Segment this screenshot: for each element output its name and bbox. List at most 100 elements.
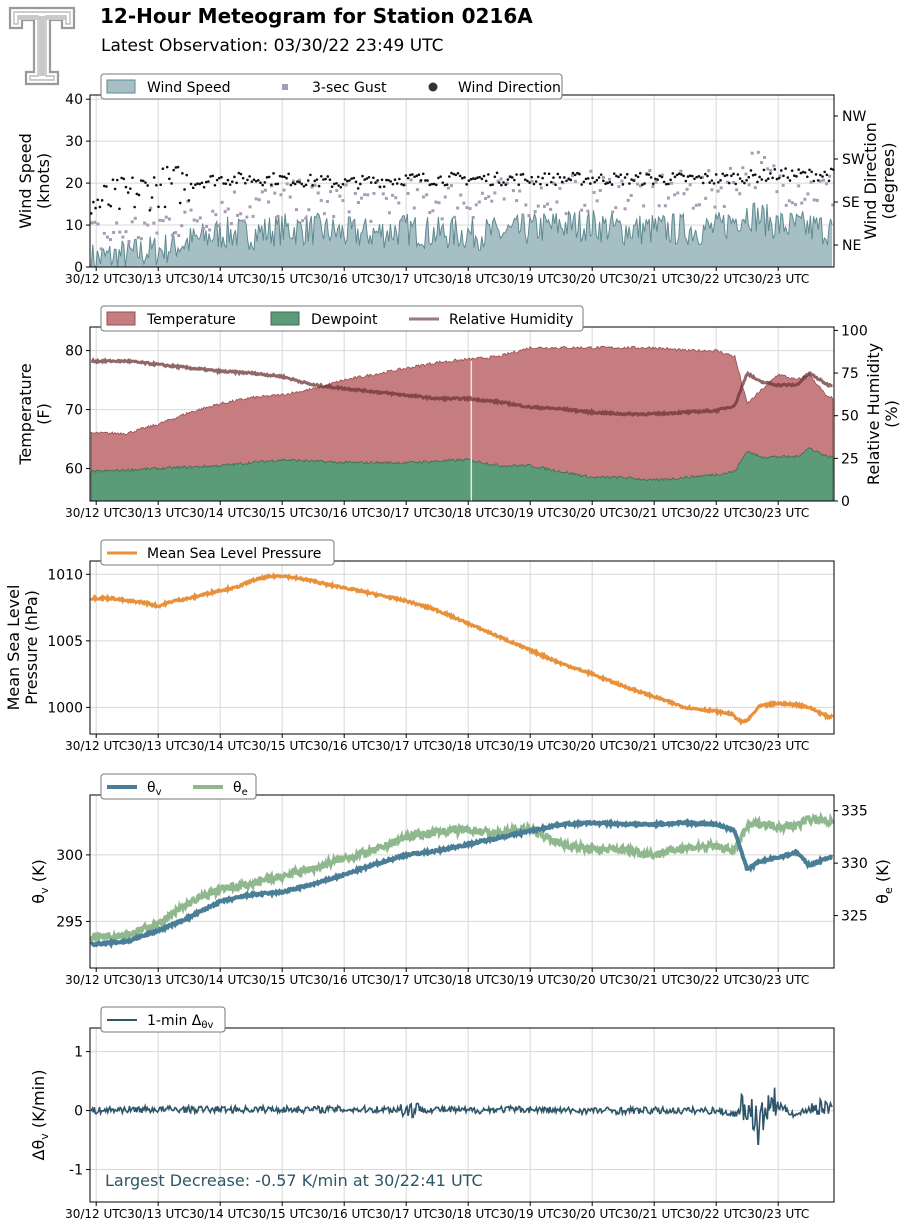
gust-marker [456,206,460,210]
direction-marker [558,176,562,179]
direction-marker [332,182,336,186]
direction-marker [701,181,705,185]
direction-marker [378,185,382,189]
x-tick-label: 30/15 UTC [251,1207,313,1221]
gust-marker [821,178,825,182]
direction-marker [363,178,366,181]
gust-marker [564,212,568,216]
x-tick-label: 30/12 UTC [65,739,127,753]
gust-marker [397,201,401,205]
direction-marker [228,183,232,186]
direction-marker [619,173,623,177]
gust-marker [260,190,264,194]
x-tick-label: 30/13 UTC [127,272,189,286]
gust-marker [815,198,819,202]
gust-marker [211,209,215,213]
direction-marker [803,171,807,174]
direction-marker [406,176,410,180]
direction-marker [298,180,301,184]
gust-marker [477,200,481,204]
gust-marker [654,180,658,184]
gust-marker [595,199,599,203]
direction-marker [658,174,662,178]
y2-tick-label: 0 [841,494,850,510]
direction-marker [773,168,777,171]
direction-marker [784,167,787,170]
direction-marker [697,175,701,178]
direction-marker [291,181,295,185]
direction-marker [339,185,343,189]
university-logo [8,6,76,86]
direction-marker [408,173,412,177]
gust-marker [639,184,643,188]
direction-marker [745,178,748,182]
direction-marker [782,174,785,178]
gust-marker [766,167,770,171]
direction-marker [120,176,123,180]
direction-marker [204,180,208,184]
gust-marker [220,200,224,204]
gust-marker [164,215,168,219]
gust-marker [753,186,757,190]
gust-marker [657,204,661,208]
y2-tick-label: 330 [841,856,868,872]
direction-marker [105,185,108,188]
direction-marker [441,181,445,184]
gust-marker [412,206,416,210]
gust-marker [747,183,751,187]
x-tick-label: 30/16 UTC [313,973,375,987]
gust-marker [316,191,320,195]
direction-marker [766,177,770,181]
direction-marker [413,175,416,179]
direction-marker [829,167,833,171]
direction-marker [133,205,136,209]
direction-marker [443,183,447,187]
wind-speed-area [91,203,833,267]
legend-label: Temperature [146,312,236,328]
x-tick-label: 30/15 UTC [251,272,313,286]
legend-label: 1-min Δθv [147,1013,214,1031]
gust-marker [108,238,112,242]
direction-marker [536,175,540,179]
direction-marker [747,175,751,179]
y-tick-label: 10 [65,218,83,234]
x-tick-label: 30/23 UTC [747,973,809,987]
gust-marker [790,201,794,205]
direction-marker [380,178,384,182]
y-tick-label: 0 [74,1104,83,1120]
legend-swatch [428,82,438,92]
gust-marker [794,203,798,207]
direction-marker [209,175,212,178]
direction-marker [300,182,304,186]
gust-marker [474,203,478,207]
y-tick-label: 80 [65,344,83,360]
gust-marker [152,221,156,225]
gust-marker [493,191,497,195]
gust-marker [586,209,590,213]
gust-marker [555,200,559,204]
gust-marker [279,193,283,197]
direction-marker [170,182,173,185]
legend-label: Wind Direction [458,80,561,96]
y2-tick-label: 75 [841,366,859,382]
direction-marker [283,175,286,179]
direction-marker [102,184,106,188]
direction-marker [808,168,811,172]
direction-marker [786,176,790,179]
direction-marker [213,183,217,187]
direction-marker [263,181,267,184]
gust-marker [685,187,689,191]
y2-tick-label: 325 [841,909,868,925]
direction-marker [675,173,679,177]
direction-marker [541,176,544,180]
gust-marker [691,206,695,210]
legend-swatch [106,79,136,94]
legend-swatch [270,311,300,326]
legend-swatch [106,311,136,326]
direction-marker [632,179,636,182]
direction-marker [651,182,655,186]
gust-marker [490,199,494,203]
gust-marker [229,222,233,226]
gust-marker [369,219,373,223]
gust-marker [468,207,472,211]
